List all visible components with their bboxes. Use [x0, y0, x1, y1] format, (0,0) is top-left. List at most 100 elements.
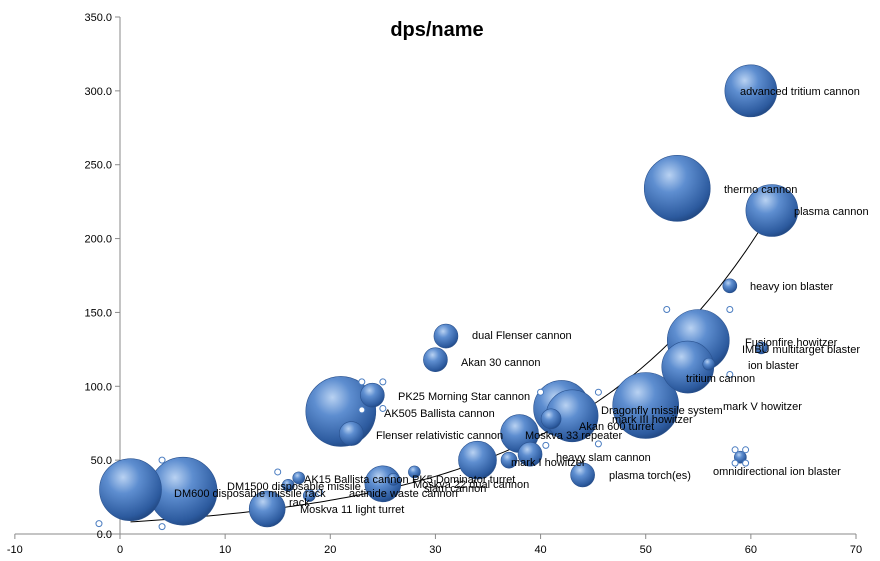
point-label: heavy slam cannon [556, 452, 651, 464]
bubble-point [408, 465, 421, 479]
bubble-point [360, 382, 385, 408]
small-marker [726, 370, 734, 378]
y-tick-label: 200.0 [84, 234, 112, 246]
x-tick-label: 60 [745, 544, 757, 556]
point-label: plasma cannon [794, 206, 869, 218]
point-label: thermo cannon [724, 184, 797, 196]
bubble-point [755, 341, 768, 355]
point-label: rack [289, 497, 310, 509]
point-label: slam cannon [424, 483, 486, 495]
point-label: tritium cannon [686, 373, 755, 385]
point-label: AK15 Ballista cannon [304, 474, 409, 486]
chart-title: dps/name [390, 19, 483, 41]
small-marker [542, 441, 550, 449]
y-tick-label: 350.0 [84, 12, 112, 24]
bubble-point [570, 462, 595, 488]
point-label: Akan 30 cannon [461, 357, 541, 369]
bubble-point [387, 473, 400, 486]
y-tick-label: 300.0 [84, 86, 112, 98]
x-tick-label: 20 [324, 544, 336, 556]
small-marker [274, 468, 282, 476]
x-tick-label: 40 [534, 544, 546, 556]
point-label: plasma torch(es) [609, 470, 691, 482]
bubble-point [612, 372, 680, 439]
point-label: Moskva 33 repeater [525, 430, 623, 442]
bubble-point [433, 323, 459, 349]
small-marker [158, 523, 166, 531]
bubble-point [702, 357, 716, 371]
y-tick-label: 150.0 [84, 307, 112, 319]
small-marker [663, 305, 671, 313]
x-tick-label: 70 [850, 544, 862, 556]
point-label: DM1500 disposable missile [227, 481, 361, 493]
small-marker [594, 388, 602, 396]
small-marker [742, 459, 750, 467]
small-marker [731, 446, 739, 454]
small-marker [726, 305, 734, 313]
point-label: mark V howitzer [723, 401, 802, 413]
bubbles [99, 64, 799, 528]
small-marker [731, 459, 739, 467]
point-label: omnidirectional ion blaster [713, 466, 841, 478]
bubble-point [458, 440, 497, 480]
y-tick-label: 50.0 [91, 455, 112, 467]
y-tick-label: 250.0 [84, 160, 112, 172]
bubble-point [302, 489, 316, 502]
point-labels: advanced tritium cannon thermo cannon plas… [174, 86, 869, 516]
point-label: PK5 Dominator turret [412, 474, 515, 486]
x-tick-label: 10 [219, 544, 231, 556]
small-marker [379, 404, 387, 412]
small-marker [742, 446, 750, 454]
small-marker [358, 378, 366, 386]
small-marker [158, 456, 166, 464]
bubble-point [643, 155, 711, 222]
small-marker [537, 388, 545, 396]
bubble-point [540, 408, 562, 430]
bubble-point [500, 451, 518, 469]
y-tick-label: 0.0 [97, 529, 112, 541]
x-tick-label: -10 [7, 544, 23, 556]
bubble-point [724, 64, 778, 118]
point-label: actinide waste cannon [349, 488, 458, 500]
point-label: Flenser relativistic cannon [376, 430, 503, 442]
bubble-point [248, 490, 286, 528]
point-label: PK25 Morning Star cannon [398, 391, 530, 403]
small-marker [594, 440, 602, 448]
point-label: dual Flenser cannon [472, 330, 572, 342]
bubble-point [281, 478, 295, 492]
bubble-point [722, 278, 738, 294]
point-label: advanced tritium cannon [740, 86, 860, 98]
small-markers [95, 305, 750, 531]
point-label: Moskva 11 light turret [300, 504, 404, 516]
bubble-point [292, 471, 306, 485]
point-label: Akan 600 turret [579, 421, 654, 433]
bubble-point [99, 458, 162, 521]
bubble-point [745, 184, 799, 237]
y-tick-label: 100.0 [84, 381, 112, 393]
small-marker [358, 406, 366, 414]
small-marker [379, 378, 387, 386]
small-marker [316, 489, 324, 497]
axes: -10 0 10 20 30 40 50 60 70 0.0 50.0 100.0 150.0 200.0… [7, 12, 862, 556]
x-tick-label: 30 [429, 544, 441, 556]
point-label: Fusionfire howitzer [745, 337, 838, 349]
bubble-point [734, 450, 747, 464]
bubble-point [339, 421, 364, 446]
trendline [130, 210, 773, 523]
point-label: DM600 disposable missile rack [174, 488, 326, 500]
x-tick-label: 50 [640, 544, 652, 556]
bubble-point [423, 347, 448, 372]
point-label: Moskva 22 dual cannon [413, 479, 529, 491]
point-label: mark III howitzer [612, 414, 693, 426]
point-label: IMBU multitarget blaster [742, 344, 860, 356]
point-label: AK505 Ballista cannon [384, 408, 495, 420]
trendline-layer [130, 210, 773, 523]
small-marker [95, 520, 103, 528]
point-label: mark I howitzer [511, 457, 586, 469]
point-label: Dragonfly missile system [601, 405, 723, 417]
bubble-point [517, 441, 543, 467]
x-tick-label: 0 [117, 544, 123, 556]
point-label: ion blaster [748, 360, 799, 372]
